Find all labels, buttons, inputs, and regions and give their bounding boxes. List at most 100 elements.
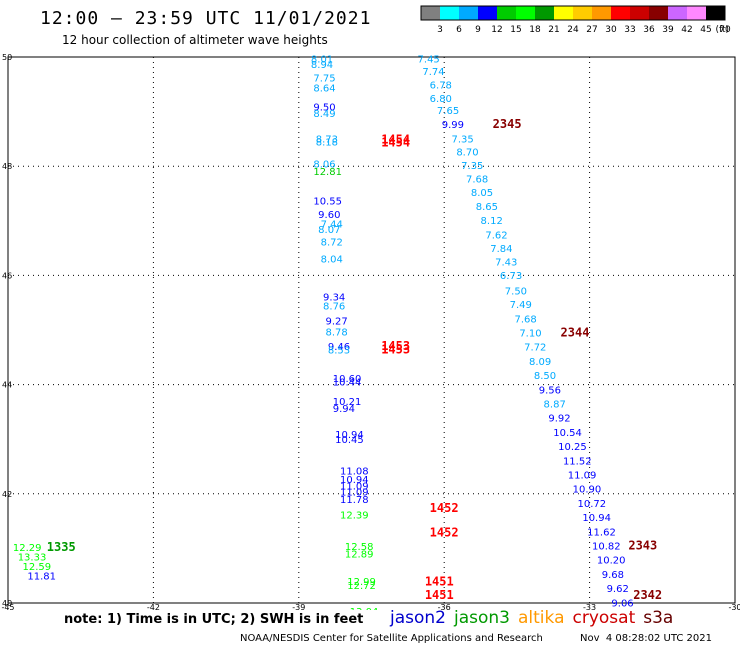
wave-height-value: 8.49: [313, 109, 335, 120]
wave-height-value: 12.99: [347, 577, 376, 588]
wave-height-value: 7.45: [418, 54, 440, 65]
wave-height-value: 11.78: [340, 495, 369, 506]
wave-height-value: 8.87: [544, 400, 566, 411]
color-swatch: [459, 6, 478, 20]
color-scale-label: 27: [586, 25, 597, 35]
wave-height-value: 10.94: [335, 430, 364, 441]
color-swatch: [554, 6, 573, 20]
footer-date: Nov 4 08:28:02 UTC 2021: [580, 633, 712, 644]
wave-height-value: 11.08: [340, 467, 369, 478]
wave-height-value: 12.81: [313, 167, 342, 178]
plot-frame: [7, 56, 736, 604]
color-swatch: [630, 6, 649, 20]
wave-height-value: 13.33: [18, 552, 47, 563]
color-scale-label: 45: [700, 25, 711, 35]
color-scale-label: 18: [529, 25, 541, 35]
wave-height-value: 7.50: [505, 287, 527, 298]
color-scale-label: 36: [643, 25, 655, 35]
wave-height-value: 12.89: [345, 550, 374, 561]
pass-time-label: 2342: [633, 588, 662, 602]
wave-height-value: 8.12: [481, 216, 503, 227]
color-scale-label: 39: [662, 25, 674, 35]
color-scale-label: 70: [719, 25, 731, 35]
wave-height-value: 9.56: [539, 385, 561, 396]
color-swatch: [592, 6, 611, 20]
wave-height-value: 8.18: [316, 137, 338, 148]
wave-height-value: 10.90: [573, 485, 602, 496]
color-scale-unit: (ft): [715, 25, 729, 35]
color-swatch: [497, 6, 516, 20]
wave-height-value: 10.55: [313, 196, 342, 207]
wave-height-value: 7.68: [514, 314, 536, 325]
color-scale-label: 12: [491, 25, 502, 35]
color-swatch: [668, 6, 687, 20]
wave-height-value: 12.39: [340, 510, 369, 521]
wave-height-value: 10.44: [333, 378, 362, 389]
y-tick-label: 44: [2, 381, 12, 390]
wave-height-value: 8.50: [534, 371, 556, 382]
mission-legend: jason2 jason3 altika cryosat s3a: [390, 608, 681, 628]
color-scale-label: 42: [681, 25, 692, 35]
pass-time-label: 1454: [381, 132, 410, 146]
wave-height-value: 11.52: [563, 456, 592, 467]
mission-altika: altika: [518, 608, 565, 628]
y-tick-label: 50: [2, 53, 12, 62]
wave-height-value: 8.05: [471, 188, 493, 199]
pass-time-label: 1453: [381, 342, 410, 356]
y-tick-label: 40: [2, 599, 12, 608]
color-swatch: [573, 6, 592, 20]
pass-time-label: 2345: [493, 117, 522, 131]
wave-height-value: 8.64: [313, 83, 335, 94]
x-tick-label: -39: [292, 603, 305, 610]
pass-time-label: 1452: [430, 525, 459, 539]
wave-height-value: 8.78: [325, 327, 347, 338]
wave-height-value: 10.60: [333, 374, 362, 385]
wave-height-value: 7.68: [466, 175, 488, 186]
wave-height-value: 7.10: [519, 329, 541, 340]
wave-height-value: 10.45: [335, 435, 364, 446]
pass-time-label: 1451: [425, 588, 454, 602]
y-tick-label: 42: [2, 490, 12, 499]
wave-height-value: 9.92: [548, 414, 570, 425]
wave-height-value: 10.72: [577, 499, 606, 510]
y-tick-label: 46: [2, 271, 12, 280]
wave-height-value: 9.06: [611, 598, 633, 609]
x-tick-label: -33: [583, 603, 596, 610]
wave-height-value: 7.35: [451, 135, 473, 146]
wave-height-value: 7.84: [490, 244, 512, 255]
color-scale-legend: 3 6 9 12 15 18 21 24 27 30 33 36 39 42 45 70(ft): [420, 5, 731, 35]
x-tick-label: -42: [147, 603, 160, 610]
wave-height-value: 7.44: [321, 219, 343, 230]
wave-height-value: 12.59: [23, 562, 52, 573]
wave-height-chart: -45 -42 -39 -36 -33 -30 40 42 44 46 48 50 8.018.94 7.…: [1, 53, 740, 610]
pass-time-label: 2344: [561, 326, 590, 340]
wave-height-value: 11.09: [340, 481, 369, 492]
color-swatch: [478, 6, 497, 20]
pass-time-label: 1335: [47, 540, 76, 554]
subtitle: 12 hour collection of altimeter wave hei…: [62, 33, 328, 47]
color-scale-label: 33: [624, 25, 635, 35]
wave-height-value: 11.81: [27, 572, 56, 583]
wave-height-value: 8.09: [529, 357, 551, 368]
wave-height-value: 10.82: [592, 541, 621, 552]
wave-height-value: 9.99: [442, 120, 464, 131]
footer-credit: NOAA/NESDIS Center for Satellite Applica…: [240, 633, 543, 644]
wave-height-value: 9.46: [328, 342, 350, 353]
color-scale-label: 6: [456, 25, 462, 35]
wave-height-value: 10.94: [582, 513, 611, 524]
note-text: note: 1) Time is in UTC; 2) SWH is in fe…: [64, 612, 364, 627]
wave-height-value: 12.72: [347, 581, 376, 592]
pass-time-label: 1453: [381, 339, 410, 353]
wave-height-value: 7.74: [422, 67, 444, 78]
wave-height-value: 7.75: [313, 74, 335, 85]
wave-height-value: 10.25: [558, 442, 587, 453]
color-scale-label: 3: [437, 25, 443, 35]
mission-jason3: jason3: [454, 608, 510, 628]
color-scale-border: [420, 5, 726, 21]
wave-height-value: 8.94: [311, 60, 333, 71]
wave-height-value: 6.73: [500, 271, 522, 282]
wave-height-value: 7.49: [510, 300, 532, 311]
wave-height-value: 11.09: [568, 471, 597, 482]
color-swatch: [421, 6, 440, 20]
wave-height-value: 8.06: [313, 159, 335, 170]
